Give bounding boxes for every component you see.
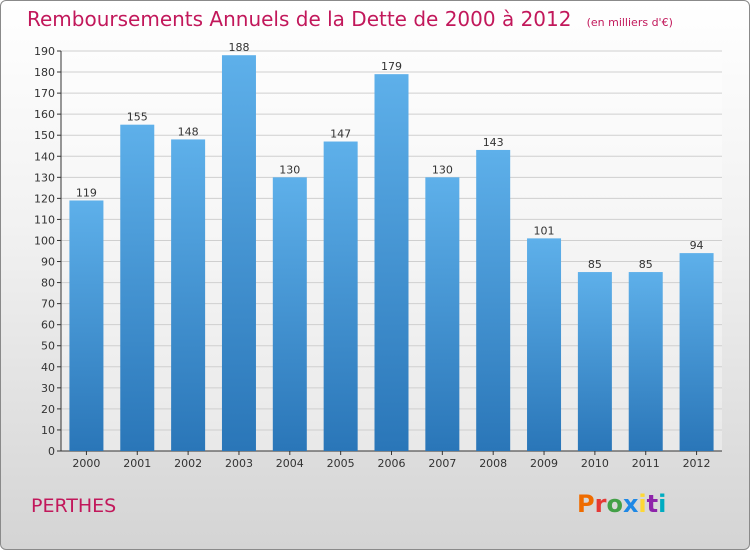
y-tick-label: 130 [34,171,55,184]
y-tick-label: 0 [48,445,55,458]
y-tick-label: 40 [41,361,55,374]
x-tick-label: 2008 [479,457,507,470]
x-tick-label: 2005 [327,457,355,470]
y-tick-label: 70 [41,298,55,311]
logo-letter: t [646,490,659,518]
x-tick-label: 2009 [530,457,558,470]
bar-2008 [476,149,511,451]
y-tick-label: 150 [34,129,55,142]
y-tick-label: 140 [34,150,55,163]
bar-value-label: 147 [330,128,351,141]
y-tick-label: 20 [41,403,55,416]
y-tick-label: 190 [34,45,55,58]
bar-value-label: 179 [381,60,402,73]
x-tick-label: 2012 [683,457,711,470]
x-tick-label: 2006 [378,457,406,470]
commune-name: PERTHES [31,495,117,517]
y-tick-label: 120 [34,192,55,205]
chart-title-main: Remboursements Annuels de la Dette de 20… [27,7,572,31]
y-tick-label: 110 [34,213,55,226]
logo-letter: i [638,490,647,518]
logo-letter: r [594,490,607,518]
x-tick-label: 2011 [632,457,660,470]
y-tick-label: 60 [41,319,55,332]
y-tick-label: 90 [41,256,55,269]
chart-title: Remboursements Annuels de la Dette de 20… [27,7,673,31]
bar-2001 [120,124,155,452]
bar-2007 [425,177,460,451]
y-tick-label: 100 [34,234,55,247]
bar-2009 [527,238,562,451]
logo-letter: o [606,490,623,518]
bar-2010 [577,272,612,451]
bar-value-label: 85 [588,258,602,271]
bar-2006 [374,74,409,451]
bar-value-label: 143 [483,136,504,149]
y-tick-label: 50 [41,340,55,353]
logo-letter: P [577,490,595,518]
proxiti-logo: Proxiti [577,490,666,518]
bar-2000 [69,200,104,451]
x-tick-label: 2007 [428,457,456,470]
bar-value-label: 119 [76,186,97,199]
bar-2011 [628,272,663,451]
y-tick-label: 180 [34,66,55,79]
bar-value-label: 155 [127,111,148,124]
bar-value-label: 101 [534,224,555,237]
x-tick-label: 2001 [123,457,151,470]
bar-2002 [171,139,206,451]
y-tick-label: 170 [34,87,55,100]
bar-value-label: 130 [279,163,300,176]
logo-letter: i [658,490,667,518]
bar-value-label: 148 [178,125,199,138]
x-tick-label: 2010 [581,457,609,470]
y-tick-label: 10 [41,424,55,437]
y-tick-label: 30 [41,382,55,395]
y-tick-label: 80 [41,277,55,290]
bar-2005 [323,141,358,452]
x-tick-label: 2000 [72,457,100,470]
x-tick-label: 2004 [276,457,304,470]
bar-2004 [272,177,307,451]
bar-2003 [221,55,256,452]
bar-value-label: 188 [228,41,249,54]
y-tick-label: 160 [34,108,55,121]
logo-letter: x [622,490,639,518]
bar-value-label: 85 [639,258,653,271]
x-tick-label: 2003 [225,457,253,470]
chart-unit-note: (en milliers d'€) [586,16,673,29]
bar-2012 [679,253,714,451]
bar-value-label: 94 [690,239,704,252]
bar-value-label: 130 [432,163,453,176]
x-tick-label: 2002 [174,457,202,470]
